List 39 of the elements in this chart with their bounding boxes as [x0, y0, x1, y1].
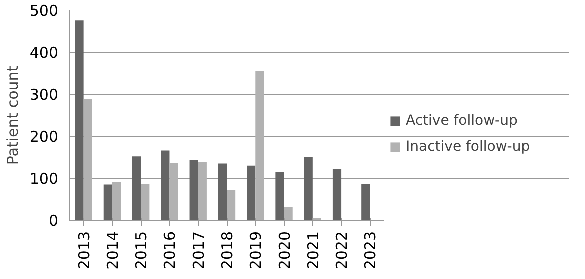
x-tick-label: 2016 [161, 231, 180, 270]
bar [332, 169, 342, 220]
bar [276, 172, 284, 220]
bar [284, 207, 293, 220]
bar [304, 158, 313, 220]
bar [218, 164, 227, 220]
bar [84, 99, 92, 220]
x-tick-label: 2017 [190, 231, 208, 270]
y-tick-label: 500 [30, 2, 59, 20]
x-tick-label: 2014 [104, 231, 122, 270]
bar [227, 190, 236, 220]
bar [198, 162, 207, 220]
x-tick-label: 2020 [276, 231, 294, 270]
bar [362, 184, 370, 220]
bar [170, 163, 178, 220]
bar [104, 184, 112, 220]
y-tick-label: 0 [48, 212, 59, 230]
y-tick-label: 200 [30, 128, 59, 146]
bar [75, 20, 84, 220]
legend-label: Active follow-up [406, 113, 518, 129]
y-tick-label: 300 [30, 86, 59, 104]
x-tick-label: 2023 [362, 231, 380, 270]
y-tick-label: 100 [30, 170, 59, 188]
x-tick-label: 2019 [247, 231, 266, 270]
bar [190, 160, 198, 220]
bar [256, 71, 264, 220]
y-tick-label: 400 [30, 44, 59, 62]
bar [161, 150, 170, 220]
bar [132, 156, 142, 220]
bar [247, 166, 256, 220]
x-tick-label: 2021 [304, 231, 322, 270]
y-axis-title: Patient count [4, 66, 22, 166]
x-tick-label: 2013 [75, 231, 94, 270]
bar [112, 182, 122, 220]
bar [141, 184, 150, 220]
x-tick-label: 2018 [218, 231, 236, 270]
x-tick-label: 2022 [333, 231, 352, 270]
legend-label: Inactive follow-up [406, 139, 530, 155]
x-tick-label: 2015 [132, 231, 151, 270]
